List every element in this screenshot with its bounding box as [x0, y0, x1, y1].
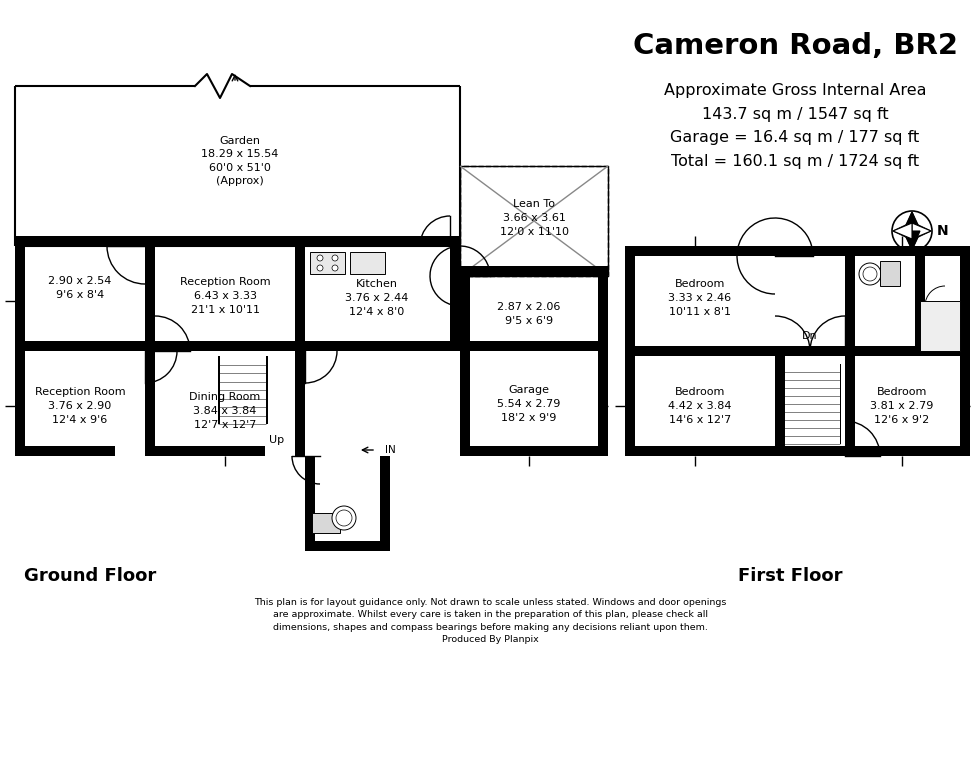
- Bar: [625, 256, 635, 456]
- Circle shape: [332, 265, 338, 271]
- Bar: [845, 346, 960, 356]
- Text: Kitchen
3.76 x 2.44
12'4 x 8'0: Kitchen 3.76 x 2.44 12'4 x 8'0: [345, 280, 409, 316]
- Bar: [845, 246, 855, 456]
- Circle shape: [332, 506, 356, 530]
- Text: Bedroom
3.33 x 2.46
10'11 x 8'1: Bedroom 3.33 x 2.46 10'11 x 8'1: [668, 280, 731, 316]
- Text: Reception Room
3.76 x 2.90
12'4 x 9'6: Reception Room 3.76 x 2.90 12'4 x 9'6: [34, 388, 125, 424]
- Polygon shape: [912, 222, 931, 240]
- Text: N: N: [937, 224, 949, 238]
- Bar: [312, 513, 340, 533]
- Bar: [780, 364, 781, 444]
- Bar: [380, 456, 390, 551]
- Bar: [915, 256, 925, 356]
- Bar: [775, 356, 785, 456]
- Text: Approximate Gross Internal Area
143.7 sq m / 1547 sq ft
Garage = 16.4 sq m / 177: Approximate Gross Internal Area 143.7 sq…: [663, 83, 926, 169]
- Bar: [266, 356, 268, 424]
- Bar: [920, 301, 960, 351]
- Bar: [880, 261, 900, 286]
- Text: Lean To
3.66 x 3.61
12'0 x 11'10: Lean To 3.66 x 3.61 12'0 x 11'10: [500, 199, 568, 237]
- Text: Ground Floor: Ground Floor: [24, 567, 156, 585]
- Bar: [450, 236, 460, 351]
- Circle shape: [332, 255, 338, 261]
- Circle shape: [336, 510, 352, 526]
- Text: Dn: Dn: [803, 331, 818, 341]
- Bar: [598, 276, 608, 351]
- Bar: [15, 246, 25, 456]
- Polygon shape: [904, 212, 920, 231]
- Polygon shape: [893, 223, 912, 239]
- Bar: [218, 356, 220, 424]
- Bar: [15, 341, 145, 351]
- Bar: [310, 252, 345, 274]
- Polygon shape: [903, 231, 921, 250]
- Bar: [155, 446, 265, 456]
- Text: This plan is for layout guidance only. Not drawn to scale unless stated. Windows: This plan is for layout guidance only. N…: [254, 597, 726, 644]
- Text: Reception Room
6.43 x 3.33
21'1 x 10'11: Reception Room 6.43 x 3.33 21'1 x 10'11: [179, 277, 270, 315]
- Bar: [295, 246, 305, 456]
- Bar: [845, 246, 920, 256]
- Bar: [840, 364, 841, 444]
- Bar: [155, 341, 305, 351]
- Text: Up: Up: [270, 435, 284, 445]
- Circle shape: [863, 267, 877, 281]
- Bar: [625, 246, 970, 256]
- Bar: [460, 341, 608, 351]
- Polygon shape: [903, 212, 921, 231]
- Text: Dining Room
3.84 x 3.84
12'7 x 12'7: Dining Room 3.84 x 3.84 12'7 x 12'7: [189, 392, 261, 430]
- Bar: [460, 166, 608, 276]
- Text: Bedroom
4.42 x 3.84
14'6 x 12'7: Bedroom 4.42 x 3.84 14'6 x 12'7: [668, 388, 732, 424]
- Bar: [350, 252, 385, 274]
- Bar: [15, 446, 115, 456]
- Bar: [460, 276, 470, 351]
- Bar: [775, 446, 845, 456]
- Bar: [775, 346, 845, 356]
- Bar: [305, 236, 460, 246]
- Bar: [625, 346, 780, 356]
- Bar: [960, 256, 970, 456]
- Bar: [460, 446, 608, 456]
- Text: Garden
18.29 x 15.54
60'0 x 51'0
(Approx): Garden 18.29 x 15.54 60'0 x 51'0 (Approx…: [201, 136, 278, 186]
- Text: 2.87 x 2.06
9'5 x 6'9: 2.87 x 2.06 9'5 x 6'9: [497, 303, 561, 326]
- Bar: [155, 236, 305, 246]
- Circle shape: [859, 263, 881, 285]
- Bar: [305, 456, 315, 551]
- Bar: [305, 541, 388, 551]
- Text: Cameron Road, BR2: Cameron Road, BR2: [632, 32, 957, 60]
- Bar: [145, 246, 155, 456]
- Polygon shape: [912, 223, 931, 239]
- Text: Garage
5.54 x 2.79
18'2 x 9'9: Garage 5.54 x 2.79 18'2 x 9'9: [497, 385, 561, 423]
- Bar: [15, 236, 155, 246]
- Text: First Floor: First Floor: [738, 567, 842, 585]
- Text: Bedroom
3.81 x 2.79
12'6 x 9'2: Bedroom 3.81 x 2.79 12'6 x 9'2: [870, 388, 934, 424]
- Text: 2.90 x 2.54
9'6 x 8'4: 2.90 x 2.54 9'6 x 8'4: [48, 277, 112, 300]
- Circle shape: [317, 255, 323, 261]
- Text: IN: IN: [384, 445, 395, 455]
- Bar: [460, 351, 470, 456]
- Bar: [625, 446, 970, 456]
- Bar: [305, 341, 460, 351]
- Polygon shape: [904, 231, 920, 250]
- Bar: [460, 266, 608, 276]
- Circle shape: [317, 265, 323, 271]
- Bar: [460, 166, 608, 276]
- Polygon shape: [893, 222, 912, 240]
- Bar: [598, 351, 608, 456]
